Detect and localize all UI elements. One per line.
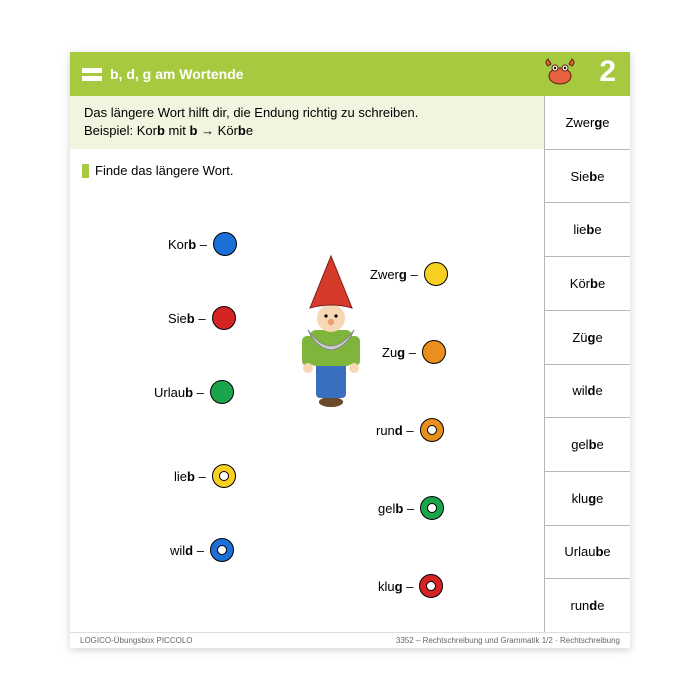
color-circle-icon — [210, 380, 234, 404]
word-label: Zwerg – — [370, 267, 418, 282]
intro-line1: Das längere Wort hilft dir, die Endung r… — [84, 104, 532, 122]
answer-cell: runde — [545, 579, 630, 632]
word-item: Zwerg – — [370, 262, 448, 286]
color-circle-icon — [419, 574, 443, 598]
word-item: wild – — [170, 538, 234, 562]
word-label: rund – — [376, 423, 414, 438]
gnome-icon — [286, 252, 376, 412]
word-item: Korb – — [168, 232, 237, 256]
word-label: Sieb – — [168, 311, 206, 326]
word-item: lieb – — [174, 464, 236, 488]
intro-box: Das längere Wort hilft dir, die Endung r… — [70, 96, 544, 149]
answer-cell: Zwerge — [545, 96, 630, 150]
task-text: Finde das längere Wort. — [95, 163, 234, 178]
answer-cell: Siebe — [545, 150, 630, 204]
color-circle-icon — [212, 464, 236, 488]
word-label: klug – — [378, 579, 413, 594]
answer-cell: liebe — [545, 203, 630, 257]
main-area: Das längere Wort hilft dir, die Endung r… — [70, 96, 544, 632]
word-item: gelb – — [378, 496, 444, 520]
answer-cell: wilde — [545, 365, 630, 419]
word-label: lieb – — [174, 469, 206, 484]
footer: LOGICO-Übungsbox PICCOLO 3352 – Rechtsch… — [70, 632, 630, 648]
card-number: 2 — [599, 55, 616, 89]
menu-bars-icon — [82, 65, 102, 84]
header-bar: b, d, g am Wortende 2 — [70, 52, 630, 96]
word-label: wild – — [170, 543, 204, 558]
word-item: Urlaub – — [154, 380, 234, 404]
word-item: Sieb – — [168, 306, 236, 330]
answer-cell: kluge — [545, 472, 630, 526]
word-label: Urlaub – — [154, 385, 204, 400]
color-circle-icon — [420, 496, 444, 520]
color-circle-icon — [422, 340, 446, 364]
color-circle-icon — [212, 306, 236, 330]
answer-cell: Züge — [545, 311, 630, 365]
intro-line2: Beispiel: Korb mit b → Körbe — [84, 122, 532, 140]
answer-cell: gelbe — [545, 418, 630, 472]
color-circle-icon — [420, 418, 444, 442]
color-circle-icon — [210, 538, 234, 562]
footer-right: 3352 – Rechtschreibung und Grammatik 1/2… — [396, 636, 620, 645]
answer-cell: Körbe — [545, 257, 630, 311]
body: Das längere Wort hilft dir, die Endung r… — [70, 96, 630, 632]
word-item: Zug – — [382, 340, 446, 364]
word-label: Korb – — [168, 237, 207, 252]
word-item: klug – — [378, 574, 443, 598]
header-title: b, d, g am Wortende — [110, 66, 244, 82]
word-label: Zug – — [382, 345, 416, 360]
word-item: rund – — [376, 418, 444, 442]
task-line: Finde das längere Wort. — [82, 163, 544, 178]
word-label: gelb – — [378, 501, 414, 516]
worksheet-card: b, d, g am Wortende 2 Das längere Wort h… — [70, 52, 630, 648]
task-marker-icon — [82, 164, 89, 178]
crab-icon — [542, 54, 578, 90]
answer-cell: Urlaube — [545, 526, 630, 580]
answer-column: ZwergeSiebeliebeKörbeZügewildegelbekluge… — [544, 96, 630, 632]
color-circle-icon — [213, 232, 237, 256]
footer-left: LOGICO-Übungsbox PICCOLO — [80, 636, 192, 645]
color-circle-icon — [424, 262, 448, 286]
